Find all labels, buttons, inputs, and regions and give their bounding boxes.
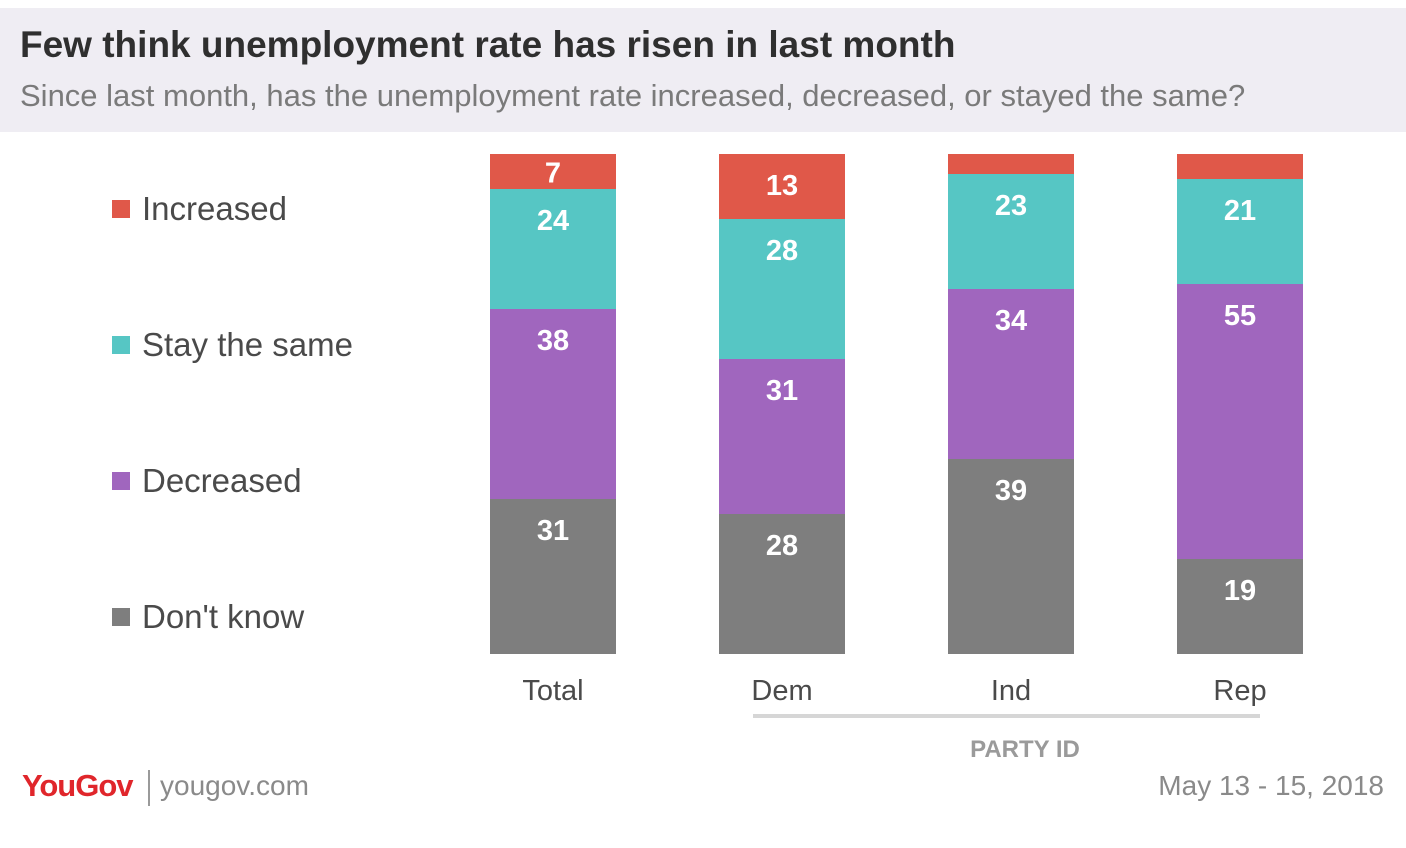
bar-rep-don-t-know [1177,559,1303,654]
bar-dem-increased [719,154,845,219]
legend-item-increased: Increased [112,190,287,228]
footer-url[interactable]: yougov.com [160,770,309,801]
legend-swatch-decreased [112,472,130,490]
legend-label-dont-know: Don't know [142,598,305,635]
legend-label-stay-the-same: Stay the same [142,326,353,363]
legend-label-decreased: Decreased [142,462,302,499]
chart-subtitle: Since last month, has the unemployment r… [20,78,1246,113]
data-label-total-don-t-know: 31 [537,515,569,547]
category-label-total: Total [522,675,583,707]
category-label-ind: Ind [991,675,1031,707]
bar-ind-decreased [948,289,1074,459]
chart-title: Few think unemployment rate has risen in… [20,24,956,65]
data-label-total-increased: 7 [545,158,561,190]
footer-divider [148,770,150,806]
legend-swatch-dont-know [112,608,130,626]
bar-ind-increased [948,154,1074,174]
data-label-dem-increased: 13 [766,170,798,202]
data-label-dem-decreased: 31 [766,375,798,407]
legend-item-stay-the-same: Stay the same [112,326,353,364]
legend-swatch-stay-the-same [112,336,130,354]
bar-total-don-t-know [490,499,616,654]
data-label-total-decreased: 38 [537,325,569,357]
footer-date: May 13 - 15, 2018 [1158,770,1384,801]
legend-item-dont-know: Don't know [112,598,304,636]
header-banner: Few think unemployment rate has risen in… [0,8,1406,132]
bar-total-decreased [490,309,616,499]
bar-dem-stay-the-same [719,219,845,359]
data-label-rep-don-t-know: 19 [1224,575,1256,607]
data-label-ind-stay-the-same: 23 [995,190,1027,222]
legend-swatch-increased [112,200,130,218]
bar-dem-decreased [719,359,845,514]
bar-rep-stay-the-same [1177,179,1303,284]
data-label-rep-decreased: 55 [1224,300,1256,332]
data-label-ind-decreased: 34 [995,305,1027,337]
data-label-rep-stay-the-same: 21 [1224,195,1256,227]
category-label-rep: Rep [1213,675,1266,707]
data-label-total-stay-the-same: 24 [537,205,569,237]
bar-ind-don-t-know [948,459,1074,654]
bar-dem-don-t-know [719,514,845,654]
yougov-logo: YouGov [22,768,134,803]
legend-label-increased: Increased [142,190,287,227]
bar-rep-increased [1177,154,1303,179]
data-label-ind-don-t-know: 39 [995,475,1027,507]
bar-total-increased [490,154,616,189]
data-label-dem-stay-the-same: 28 [766,235,798,267]
bar-ind-stay-the-same [948,174,1074,289]
bar-rep-decreased [1177,284,1303,559]
legend-item-decreased: Decreased [112,462,302,500]
category-label-dem: Dem [751,675,812,707]
bar-total-stay-the-same [490,189,616,309]
data-label-dem-don-t-know: 28 [766,530,798,562]
group-label-party-id: PARTY ID [970,736,1080,763]
